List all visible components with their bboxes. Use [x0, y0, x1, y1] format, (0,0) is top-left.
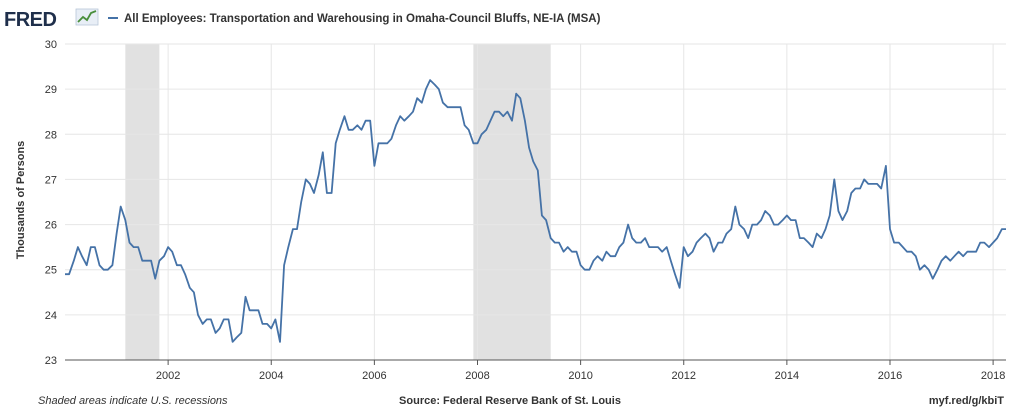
recession-note: Shaded areas indicate U.S. recessions — [38, 395, 228, 407]
x-tick-label: 2010 — [568, 370, 592, 382]
fred-chart-icon — [75, 8, 99, 26]
x-tick-label: 2016 — [878, 370, 902, 382]
y-axis-label: Thousands of Persons — [15, 141, 27, 260]
x-tick-label: 2012 — [671, 370, 695, 382]
y-tick-label: 29 — [45, 84, 57, 96]
footer: Shaded areas indicate U.S. recessions So… — [38, 395, 1004, 407]
y-tick-label: 25 — [45, 265, 57, 277]
x-tick-label: 2014 — [775, 370, 799, 382]
short-url[interactable]: myf.red/g/kbiT — [929, 395, 1004, 407]
series-title: All Employees: Transportation and Wareho… — [124, 13, 601, 25]
series-line — [65, 79, 1006, 343]
y-tick-label: 24 — [45, 310, 57, 322]
x-tick-label: 2006 — [362, 370, 386, 382]
x-axis: 2002 2004 2006 2008 2010 2012 2014 2016 2018 — [156, 360, 1005, 382]
y-tick-label: 28 — [45, 129, 57, 141]
fred-logo[interactable]: FRED — [4, 9, 57, 31]
x-tick-label: 2004 — [259, 370, 283, 382]
y-tick-label: 23 — [45, 355, 57, 367]
y-tick-label: 26 — [45, 220, 57, 232]
source-credit: Source: Federal Reserve Bank of St. Loui… — [399, 395, 621, 407]
recession-band-2 — [473, 44, 551, 360]
y-tick-label: 27 — [45, 174, 57, 186]
y-axis: 23 24 25 26 27 28 29 30 — [45, 39, 57, 367]
x-tick-label: 2018 — [981, 370, 1005, 382]
recession-band-1 — [125, 44, 160, 360]
header: FRED All Employees: Transportation and W… — [4, 8, 601, 31]
y-tick-label: 30 — [45, 39, 57, 51]
x-tick-label: 2008 — [465, 370, 489, 382]
x-tick-label: 2002 — [156, 370, 180, 382]
recession-shading — [125, 44, 551, 360]
